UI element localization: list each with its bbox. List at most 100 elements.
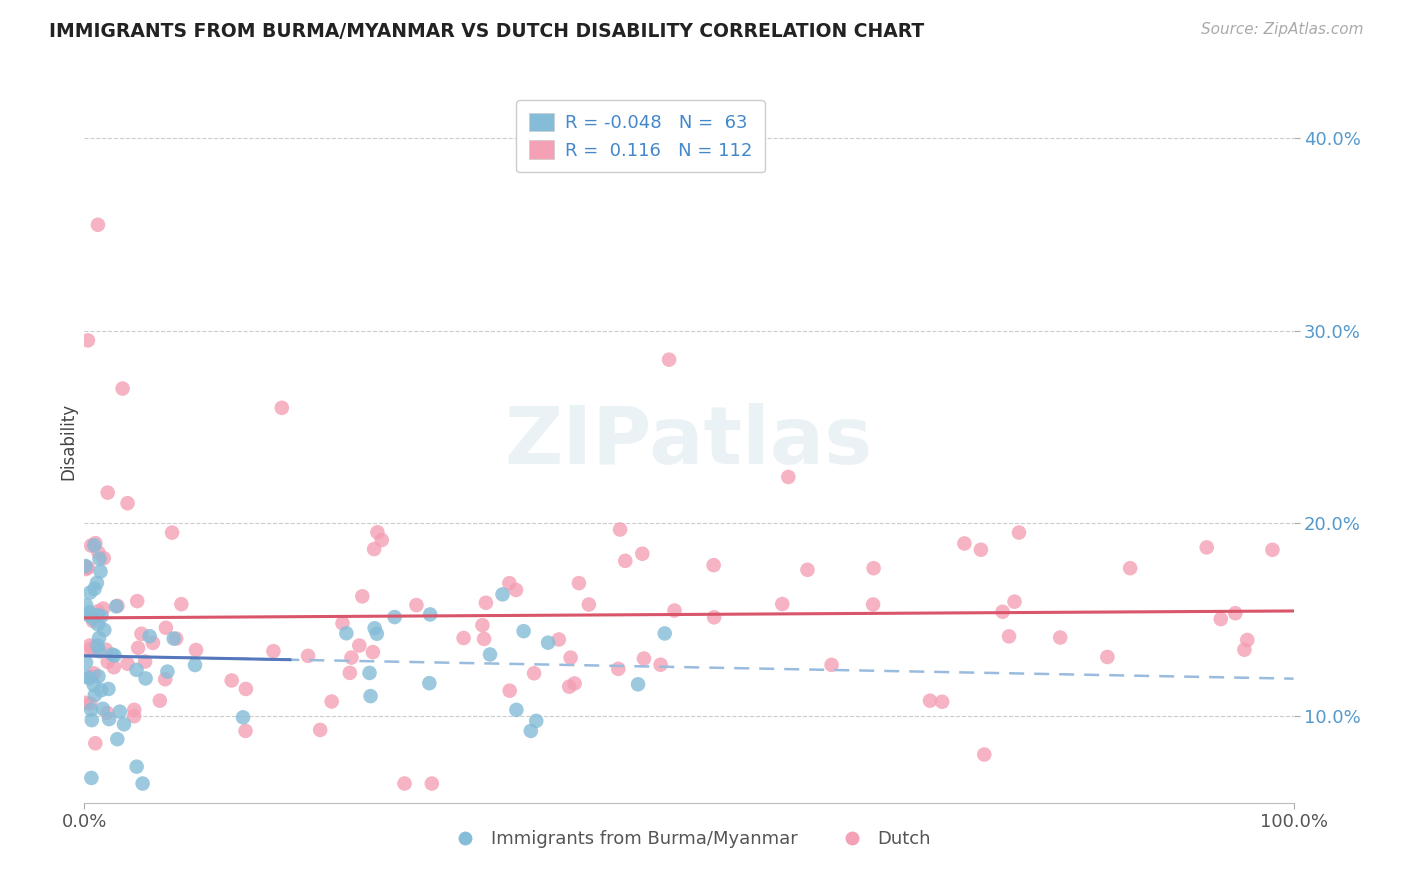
Text: Source: ZipAtlas.com: Source: ZipAtlas.com: [1201, 22, 1364, 37]
Point: [89, 551, 111, 566]
Point: [770, 597, 793, 611]
Point: [103, 648, 125, 663]
Point: [77, 334, 100, 348]
Point: [77, 642, 100, 657]
Point: [89, 644, 111, 658]
Point: [1004, 595, 1026, 609]
Point: [163, 632, 186, 646]
Point: [89, 565, 111, 579]
Point: [335, 626, 357, 640]
Point: [93, 551, 115, 566]
Point: [83, 643, 105, 657]
Point: [79, 605, 101, 619]
Point: [1097, 650, 1119, 665]
Point: [82, 611, 104, 625]
Point: [98, 712, 121, 726]
Point: [931, 695, 953, 709]
Point: [918, 694, 941, 708]
Point: [363, 621, 385, 635]
Point: [87, 669, 110, 683]
Point: [101, 648, 124, 662]
Point: [127, 640, 149, 655]
Point: [84, 640, 107, 654]
Point: [83, 678, 105, 692]
Point: [778, 470, 800, 484]
Point: [384, 610, 406, 624]
Point: [170, 597, 193, 611]
Point: [96, 706, 118, 720]
Point: [105, 732, 128, 747]
Point: [86, 608, 108, 623]
Point: [524, 714, 547, 728]
Point: [1233, 642, 1256, 657]
Point: [235, 681, 257, 696]
Point: [560, 650, 582, 665]
Point: [297, 648, 319, 663]
Point: [394, 776, 416, 790]
Point: [991, 605, 1014, 619]
Point: [471, 618, 494, 632]
Point: [80, 670, 103, 684]
Point: [1225, 606, 1247, 620]
Point: [235, 723, 257, 738]
Point: [142, 636, 165, 650]
Point: [366, 626, 388, 640]
Point: [90, 609, 112, 624]
Point: [564, 676, 586, 690]
Point: [703, 558, 725, 573]
Point: [75, 598, 97, 612]
Point: [1008, 525, 1031, 540]
Point: [339, 665, 361, 680]
Point: [83, 582, 105, 596]
Point: [111, 382, 134, 396]
Point: [658, 352, 681, 367]
Point: [232, 710, 254, 724]
Point: [82, 614, 104, 628]
Point: [609, 523, 631, 537]
Point: [105, 599, 128, 614]
Point: [523, 666, 546, 681]
Legend: Immigrants from Burma/Myanmar, Dutch: Immigrants from Burma/Myanmar, Dutch: [440, 822, 938, 855]
Point: [998, 629, 1021, 643]
Point: [80, 703, 103, 717]
Point: [83, 666, 105, 681]
Point: [75, 696, 97, 710]
Point: [87, 546, 110, 560]
Point: [84, 536, 107, 550]
Point: [97, 485, 120, 500]
Point: [371, 533, 394, 547]
Point: [453, 631, 475, 645]
Point: [631, 547, 654, 561]
Point: [820, 657, 842, 672]
Point: [108, 705, 131, 719]
Point: [361, 645, 384, 659]
Point: [505, 582, 527, 597]
Point: [578, 598, 600, 612]
Point: [340, 650, 363, 665]
Point: [654, 626, 676, 640]
Point: [83, 688, 105, 702]
Point: [79, 639, 101, 653]
Point: [1209, 612, 1232, 626]
Point: [103, 660, 125, 674]
Point: [479, 648, 502, 662]
Point: [512, 624, 534, 639]
Point: [321, 694, 343, 708]
Point: [262, 644, 284, 658]
Text: ZIPatlas: ZIPatlas: [505, 402, 873, 481]
Point: [91, 601, 114, 615]
Point: [558, 680, 581, 694]
Point: [184, 658, 207, 673]
Point: [87, 604, 110, 618]
Point: [75, 562, 97, 576]
Point: [633, 651, 655, 665]
Point: [87, 617, 110, 632]
Point: [607, 662, 630, 676]
Point: [79, 585, 101, 599]
Point: [796, 563, 818, 577]
Point: [499, 683, 522, 698]
Point: [703, 610, 725, 624]
Point: [134, 655, 156, 669]
Point: [1236, 633, 1258, 648]
Point: [97, 681, 120, 696]
